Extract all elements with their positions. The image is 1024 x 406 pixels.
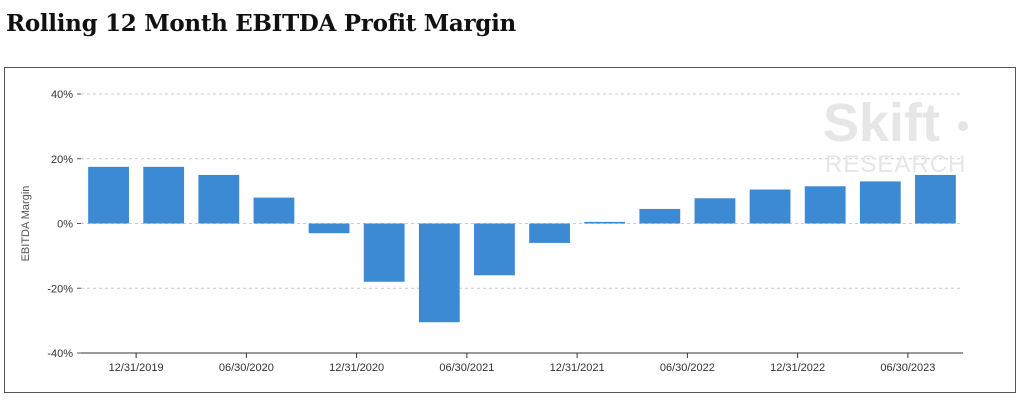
bar[interactable] [915,174,956,224]
bar[interactable] [308,223,350,234]
skift-research-watermark: Skift RESEARCH [823,93,968,178]
watermark-brand: Skift [823,93,940,153]
watermark-dot-icon [958,121,968,131]
y-tick-label: 20% [51,154,73,166]
x-tick-label: 06/30/2023 [880,362,935,374]
bar[interactable] [88,166,129,224]
bar[interactable] [143,166,185,224]
y-tick-label: -40% [47,348,73,360]
x-tick-label: 06/30/2021 [439,362,494,374]
bar[interactable] [363,223,405,282]
y-tick-label: 0% [57,219,73,231]
y-axis-label: EBITDA Margin [20,186,32,262]
watermark-sub: RESEARCH [825,151,966,178]
bar[interactable] [804,186,846,224]
x-axis-ticks: 12/31/2019 06/30/2020 12/31/2020 06/30/2021… [109,353,935,374]
x-tick-label: 12/31/2019 [109,362,164,374]
y-axis-ticks: 40% 20% 0% -20% -40% [47,89,81,360]
page-title: Rolling 12 Month EBITDA Profit Margin [6,10,516,37]
x-tick-label: 12/31/2022 [770,362,825,374]
bars [88,166,956,323]
x-tick-label: 06/30/2020 [219,362,274,374]
bar[interactable] [749,189,791,224]
chart-frame: Skift RESEARCH 40% 20% 0% -20% -40% 12/31/20… [4,67,1016,393]
x-tick-label: 12/31/2020 [329,362,384,374]
y-tick-label: -20% [47,283,73,295]
bar[interactable] [253,197,295,224]
bar-chart: Skift RESEARCH 40% 20% 0% -20% -40% 12/31/20… [20,89,968,374]
bar[interactable] [474,223,515,276]
bar[interactable] [694,198,736,224]
bar[interactable] [584,221,626,224]
bar[interactable] [859,181,901,224]
bar[interactable] [529,223,570,243]
bar[interactable] [198,174,240,224]
bar[interactable] [418,223,460,323]
bar[interactable] [639,208,681,224]
x-tick-label: 12/31/2021 [550,362,605,374]
x-tick-label: 06/30/2022 [660,362,715,374]
y-tick-label: 40% [51,89,73,101]
